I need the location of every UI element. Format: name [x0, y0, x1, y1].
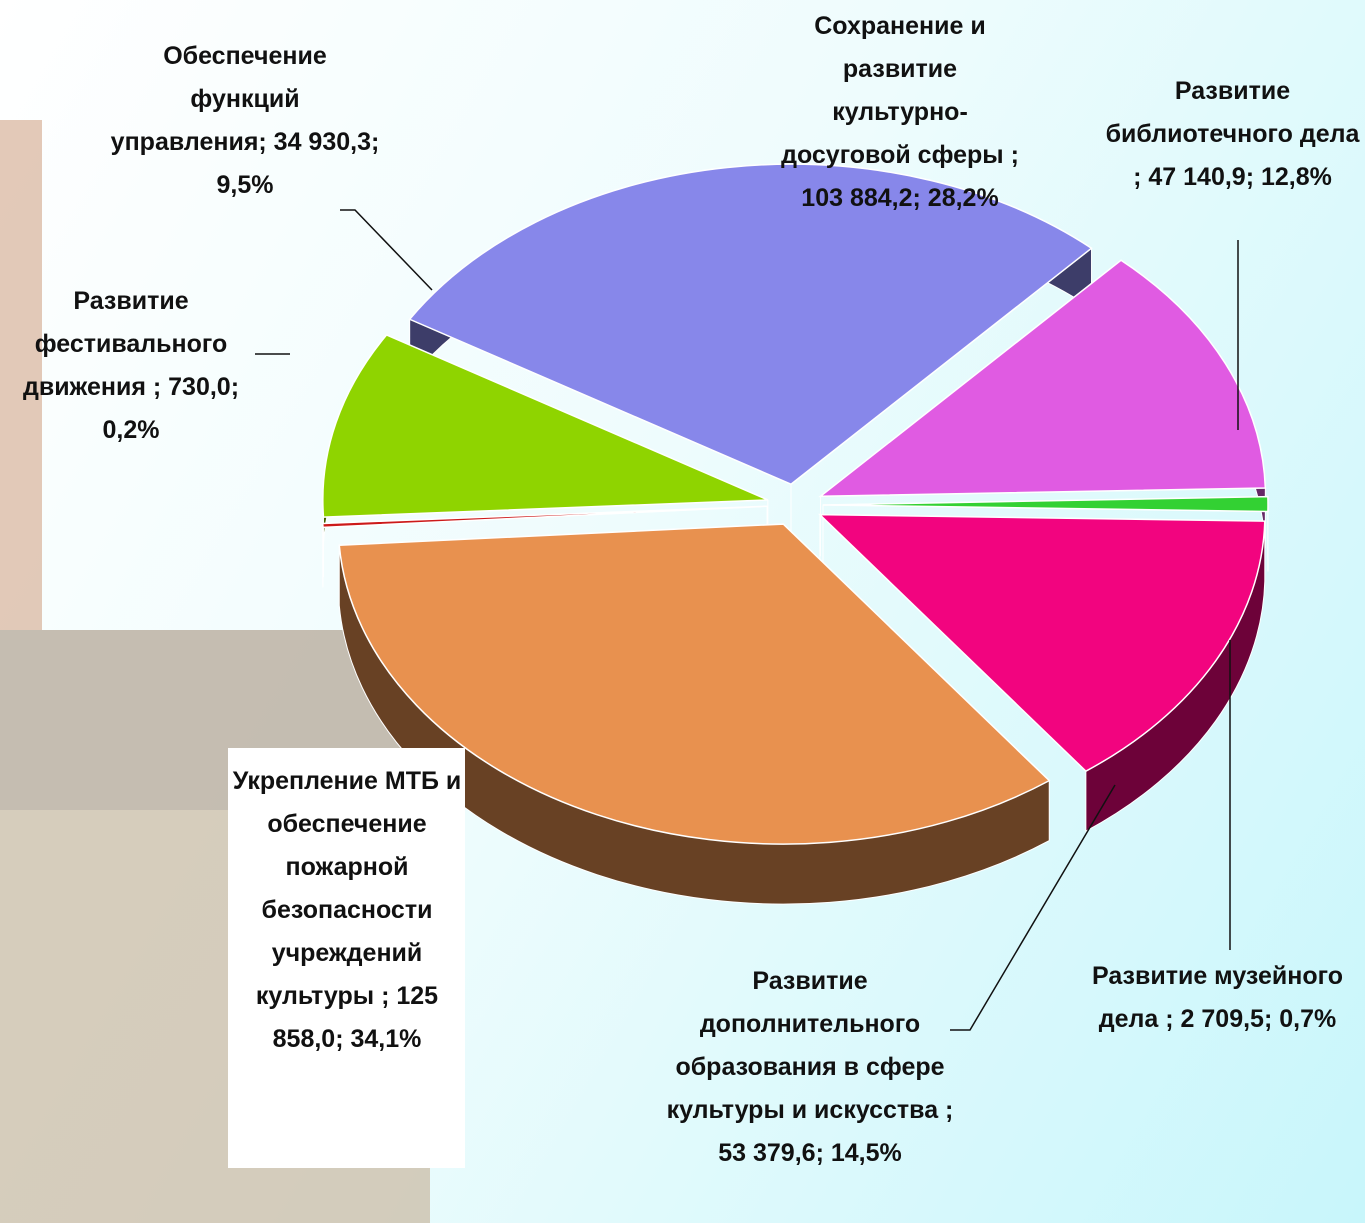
data-label: Развитие дополнительного образования в с… — [660, 960, 960, 1175]
page: {"chart_data": {"type": "pie", "values":… — [0, 0, 1365, 1223]
data-label: Обеспечение функций управления; 34 930,3… — [110, 35, 380, 207]
data-label: Развитие музейного дела ; 2 709,5; 0,7% — [1075, 955, 1360, 1041]
leader-line — [340, 210, 432, 290]
data-label: Развитие фестивального движения ; 730,0;… — [0, 280, 262, 452]
data-label: Сохранение и развитие культурно-досугово… — [775, 5, 1025, 220]
slice — [823, 497, 1268, 512]
data-label: Развитие библиотечного дела ; 47 140,9; … — [1105, 70, 1360, 199]
data-label: Укрепление МТБ и обеспечение пожарной бе… — [232, 760, 462, 1061]
